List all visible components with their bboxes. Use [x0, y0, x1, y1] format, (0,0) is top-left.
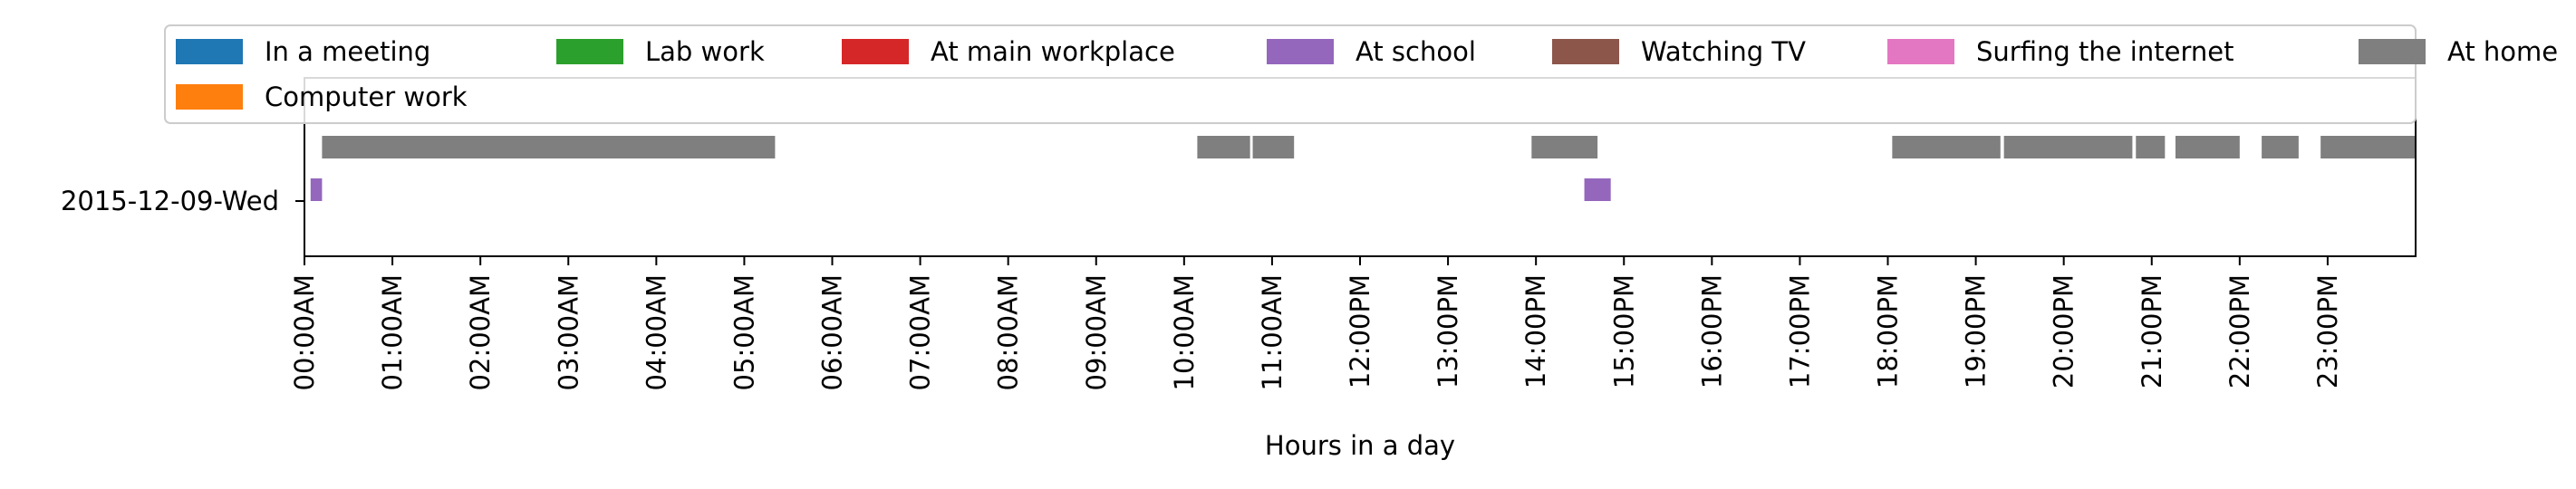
legend-swatch-lab-work	[556, 39, 623, 64]
legend-swatch-at-school	[1267, 39, 1334, 64]
x-tick-label: 20:00PM	[2049, 274, 2079, 388]
x-tick-label: 17:00PM	[1784, 274, 1815, 388]
legend-label-surfing-the-internet: Surfing the internet	[1976, 36, 2233, 67]
bar-at-home-7	[2175, 136, 2240, 158]
activity-bars	[310, 136, 2416, 201]
bar-at-home-6	[2136, 136, 2166, 158]
legend: In a meeting Lab work At main workplace At …	[164, 24, 2558, 124]
bar-at-home-4	[1892, 136, 2001, 158]
legend-label-in-a-meeting: In a meeting	[265, 36, 430, 67]
bar-at-school-0	[310, 178, 323, 201]
y-axis: 2015-12-09-Wed	[61, 186, 304, 216]
legend-box	[164, 24, 2417, 124]
bar-at-school-1	[1584, 178, 1611, 201]
legend-swatch-computer-work	[176, 84, 243, 110]
legend-label-at-main-workplace: At main workplace	[931, 36, 1175, 67]
x-tick-label: 16:00PM	[1696, 274, 1727, 388]
y-tick-label: 2015-12-09-Wed	[61, 186, 279, 216]
legend-label-watching-tv: Watching TV	[1641, 36, 1806, 67]
x-tick-label: 01:00AM	[377, 274, 408, 390]
x-tick-label: 02:00AM	[465, 274, 496, 390]
legend-swatch-surfing-the-internet	[1887, 39, 1954, 64]
bar-at-home-3	[1531, 136, 1598, 158]
x-tick-label: 23:00PM	[2312, 274, 2343, 388]
x-tick-label: 14:00PM	[1520, 274, 1551, 388]
x-tick-label: 11:00AM	[1257, 274, 1288, 390]
legend-label-computer-work: Computer work	[265, 82, 468, 112]
bar-at-home-2	[1252, 136, 1295, 158]
legend-swatch-watching-tv	[1552, 39, 1619, 64]
x-tick-label: 07:00AM	[905, 274, 936, 390]
x-tick-label: 06:00AM	[817, 274, 848, 390]
x-tick-label: 15:00PM	[1608, 274, 1639, 388]
x-tick-label: 19:00PM	[1961, 274, 1992, 388]
bar-at-home-9	[2320, 136, 2416, 158]
bar-at-home-1	[1197, 136, 1250, 158]
bar-at-home-0	[322, 136, 776, 158]
x-tick-label: 08:00AM	[993, 274, 1024, 390]
x-tick-label: 22:00PM	[2224, 274, 2255, 388]
legend-swatch-at-home	[2359, 39, 2426, 64]
x-tick-label: 00:00AM	[289, 274, 320, 390]
legend-label-at-school: At school	[1356, 36, 1476, 67]
x-tick-label: 21:00PM	[2137, 274, 2167, 388]
x-tick-label: 13:00PM	[1433, 274, 1463, 388]
bar-at-home-5	[2003, 136, 2133, 158]
legend-swatch-in-a-meeting	[176, 39, 243, 64]
bar-at-home-8	[2262, 136, 2299, 158]
x-axis-label: Hours in a day	[1265, 430, 1455, 461]
legend-swatch-at-main-workplace	[842, 39, 909, 64]
x-tick-label: 10:00AM	[1169, 274, 1200, 390]
legend-label-lab-work: Lab work	[645, 36, 765, 67]
x-tick-label: 05:00AM	[728, 274, 759, 390]
x-tick-label: 03:00AM	[553, 274, 584, 390]
x-axis: 00:00AM 01:00AM 02:00AM 03:00AM 04:00AM 05:00…	[289, 256, 2343, 390]
legend-label-at-home: At home	[2447, 36, 2558, 67]
x-tick-label: 12:00PM	[1345, 274, 1375, 388]
x-tick-label: 18:00PM	[1873, 274, 1904, 388]
x-tick-label: 09:00AM	[1081, 274, 1112, 390]
x-tick-label: 04:00AM	[641, 274, 671, 390]
